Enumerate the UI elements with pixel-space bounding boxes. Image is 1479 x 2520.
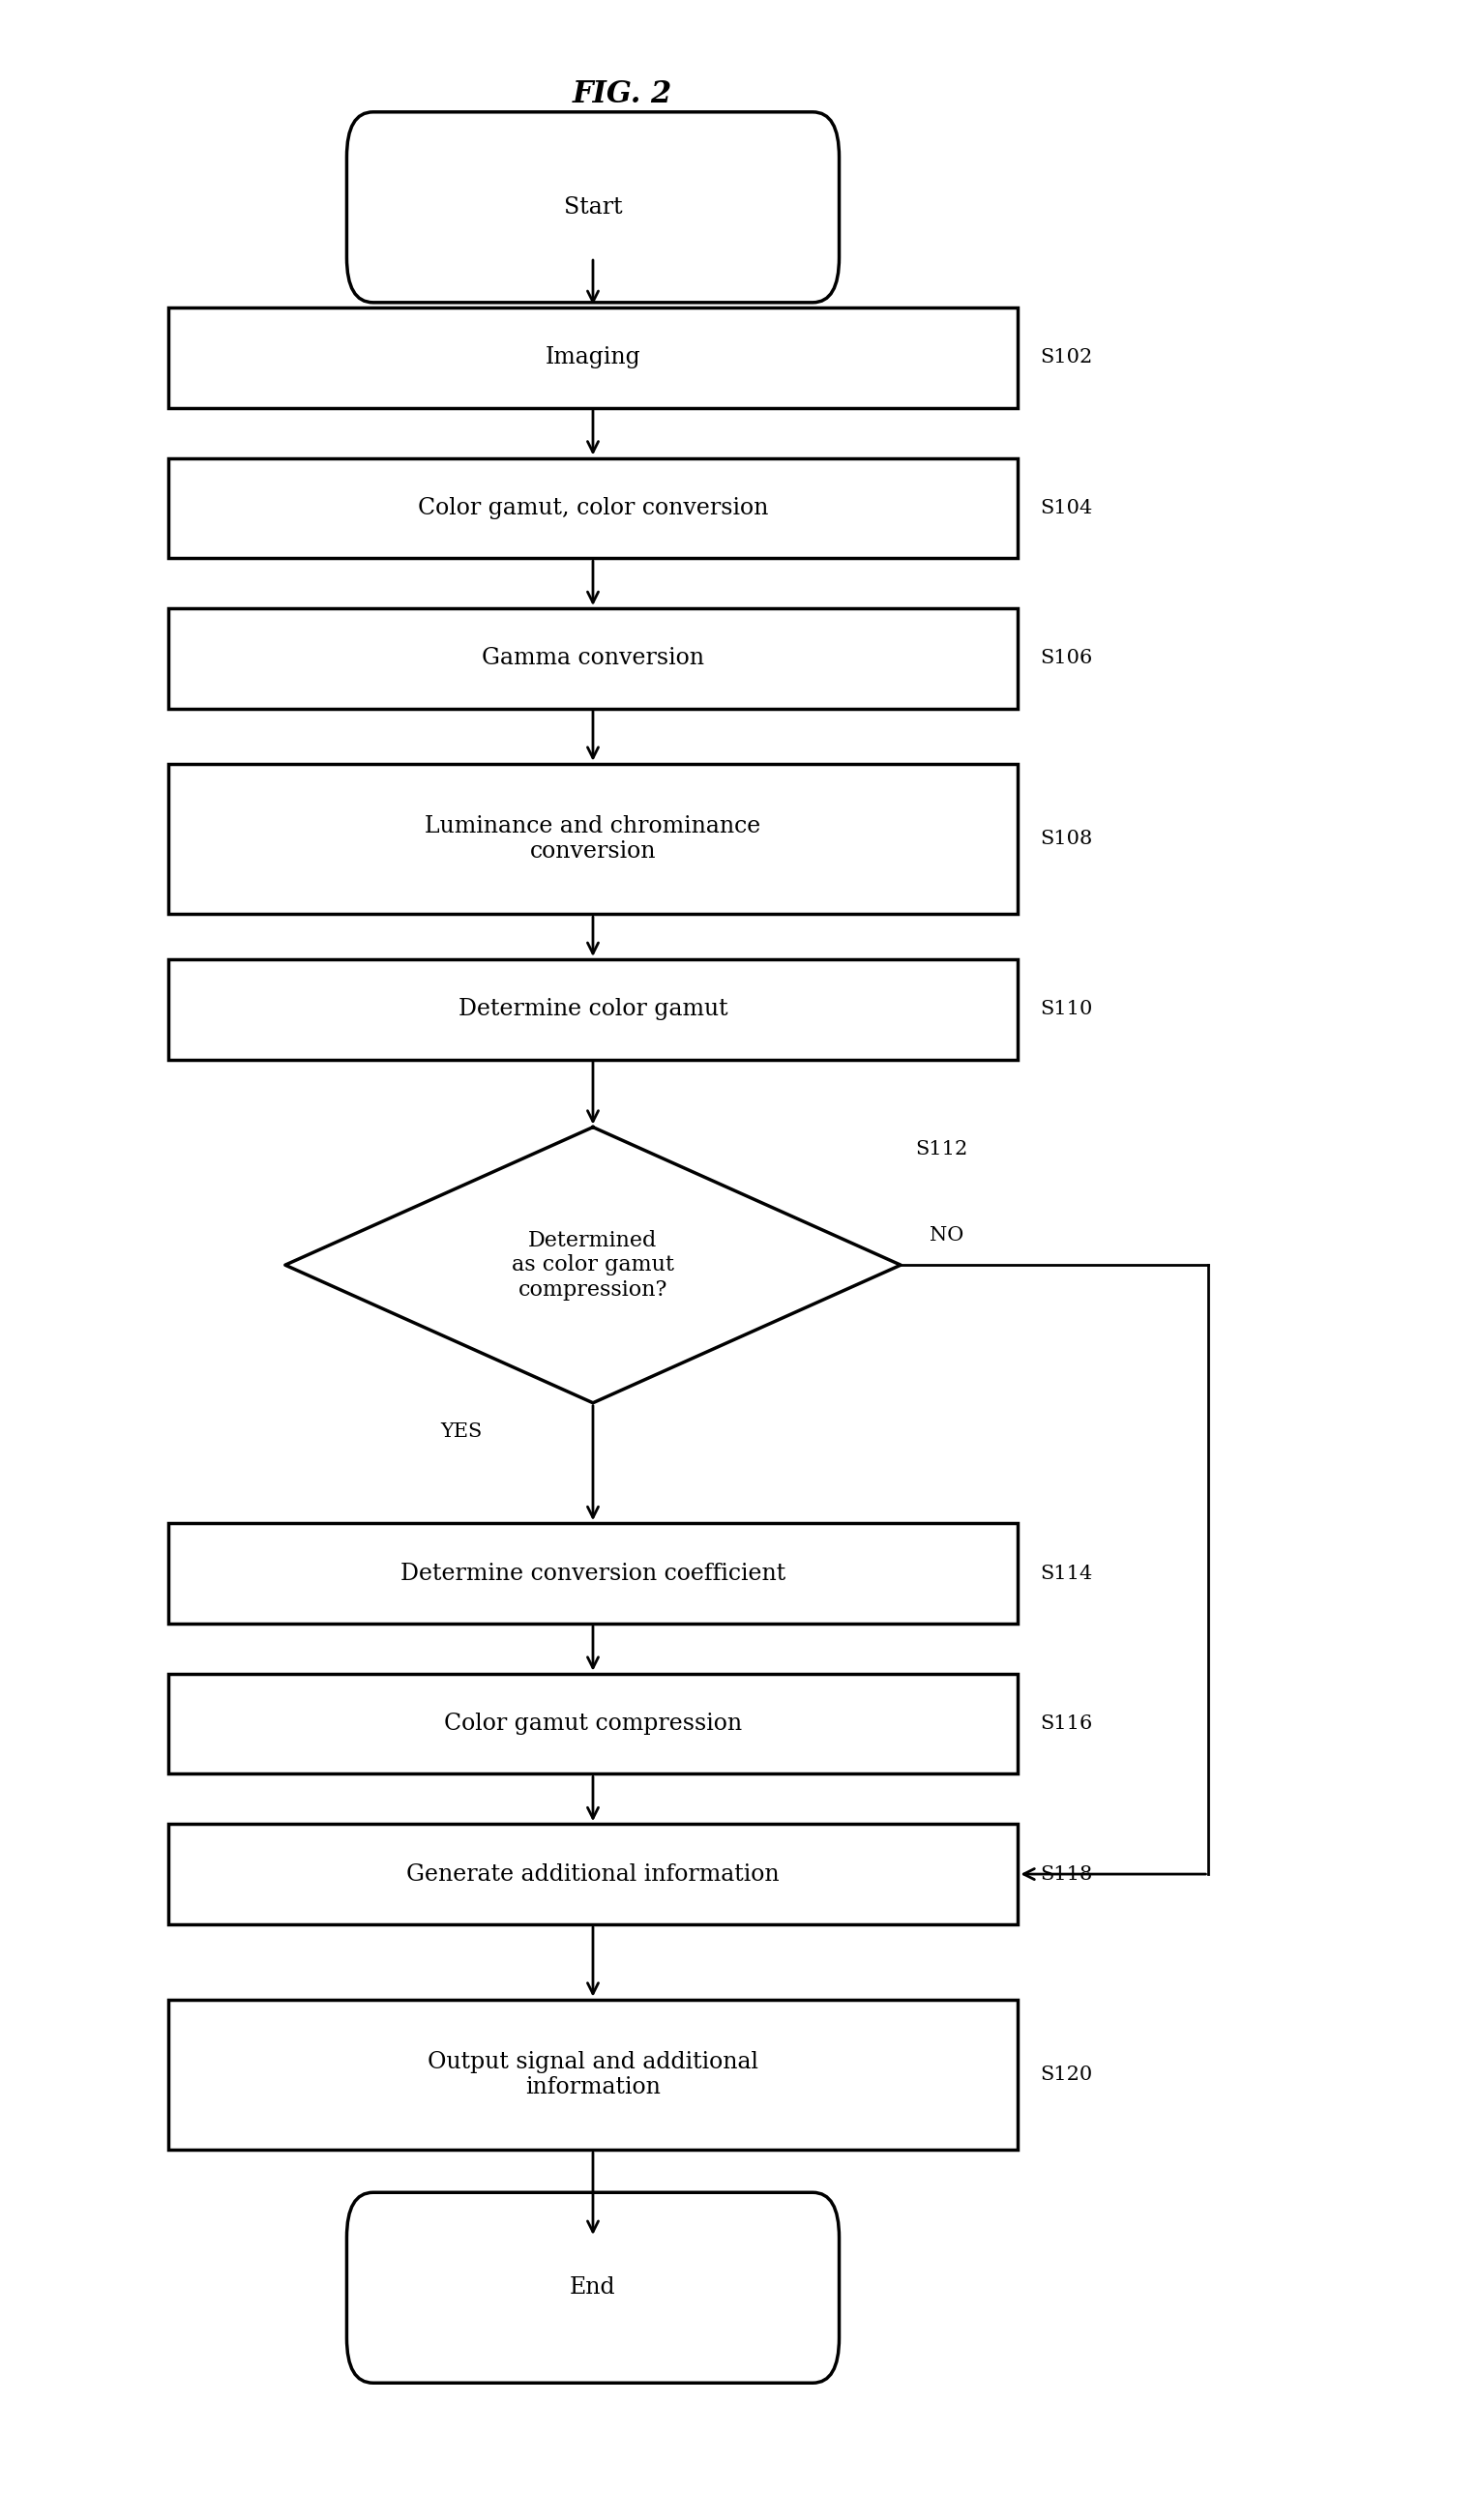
Text: Generate additional information: Generate additional information xyxy=(407,1862,779,1885)
Bar xyxy=(169,960,1018,1058)
Text: S118: S118 xyxy=(1040,1865,1093,1882)
Text: S106: S106 xyxy=(1040,650,1093,668)
Text: S120: S120 xyxy=(1040,2066,1093,2084)
Text: Determine conversion coefficient: Determine conversion coefficient xyxy=(401,1562,785,1585)
Bar xyxy=(169,607,1018,708)
Text: FIG. 2: FIG. 2 xyxy=(572,81,671,108)
Bar xyxy=(169,1998,1018,2150)
Bar xyxy=(169,1824,1018,1925)
Text: Output signal and additional
information: Output signal and additional information xyxy=(427,2051,759,2099)
Text: Color gamut compression: Color gamut compression xyxy=(444,1714,742,1734)
Text: Determined
as color gamut
compression?: Determined as color gamut compression? xyxy=(512,1230,674,1300)
Text: YES: YES xyxy=(441,1424,482,1441)
Text: Color gamut, color conversion: Color gamut, color conversion xyxy=(417,496,768,519)
Text: NO: NO xyxy=(930,1225,964,1245)
Text: Imaging: Imaging xyxy=(546,348,640,368)
Text: End: End xyxy=(569,2276,615,2298)
Text: S108: S108 xyxy=(1040,829,1093,849)
Bar xyxy=(169,307,1018,408)
Text: S114: S114 xyxy=(1040,1565,1093,1583)
Text: Determine color gamut: Determine color gamut xyxy=(458,998,728,1021)
Bar xyxy=(169,764,1018,915)
Text: S102: S102 xyxy=(1040,348,1093,368)
Text: S112: S112 xyxy=(916,1139,967,1159)
Text: Start: Start xyxy=(563,197,623,219)
FancyBboxPatch shape xyxy=(346,111,839,302)
FancyBboxPatch shape xyxy=(346,2192,839,2384)
Bar xyxy=(169,1673,1018,1774)
Bar xyxy=(169,459,1018,557)
Text: Gamma conversion: Gamma conversion xyxy=(482,648,704,670)
Text: S104: S104 xyxy=(1040,499,1093,517)
Bar xyxy=(169,1522,1018,1623)
Text: S116: S116 xyxy=(1040,1714,1093,1734)
Text: Luminance and chrominance
conversion: Luminance and chrominance conversion xyxy=(424,814,760,862)
Text: S110: S110 xyxy=(1040,1000,1093,1018)
Polygon shape xyxy=(285,1126,901,1404)
